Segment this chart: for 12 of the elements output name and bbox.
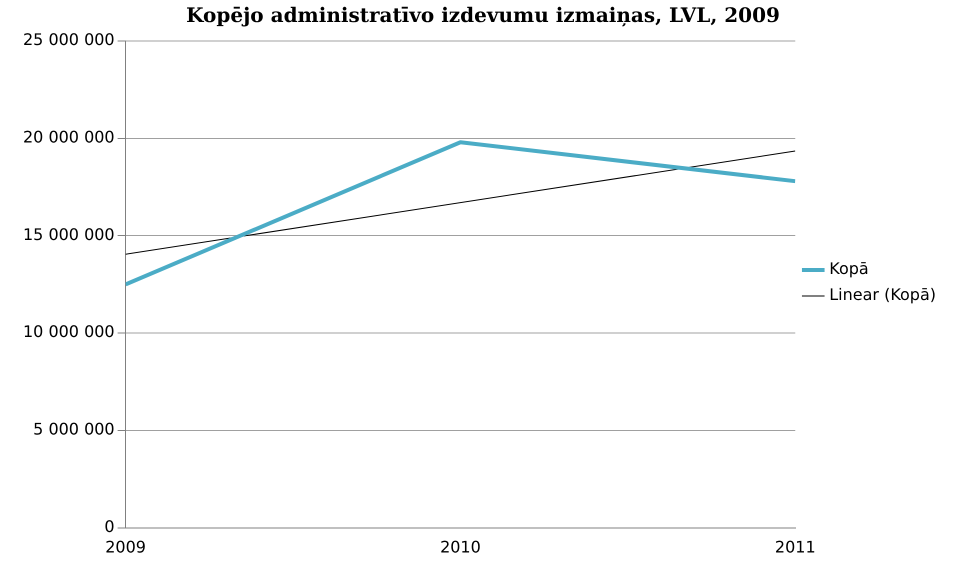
y-tick-label: 5 000 000 [33, 420, 115, 439]
x-tick-label: 2011 [774, 538, 816, 557]
x-tick-label: 2010 [440, 538, 481, 557]
y-tick-label: 0 [104, 516, 115, 536]
y-tick-label: 20 000 000 [23, 128, 115, 147]
legend-label: Linear (Kopā) [829, 285, 936, 304]
chart-title: Kopējo administratīvo izdevumu izmaiņas, LVL, 2009 [186, 3, 780, 28]
y-tick-label: 10 000 000 [23, 322, 115, 342]
legend-label: Kopā [829, 259, 869, 278]
x-tick-label: 2009 [105, 538, 146, 557]
y-tick-label: 25 000 000 [23, 30, 115, 50]
y-tick-label: 15 000 000 [23, 224, 115, 244]
